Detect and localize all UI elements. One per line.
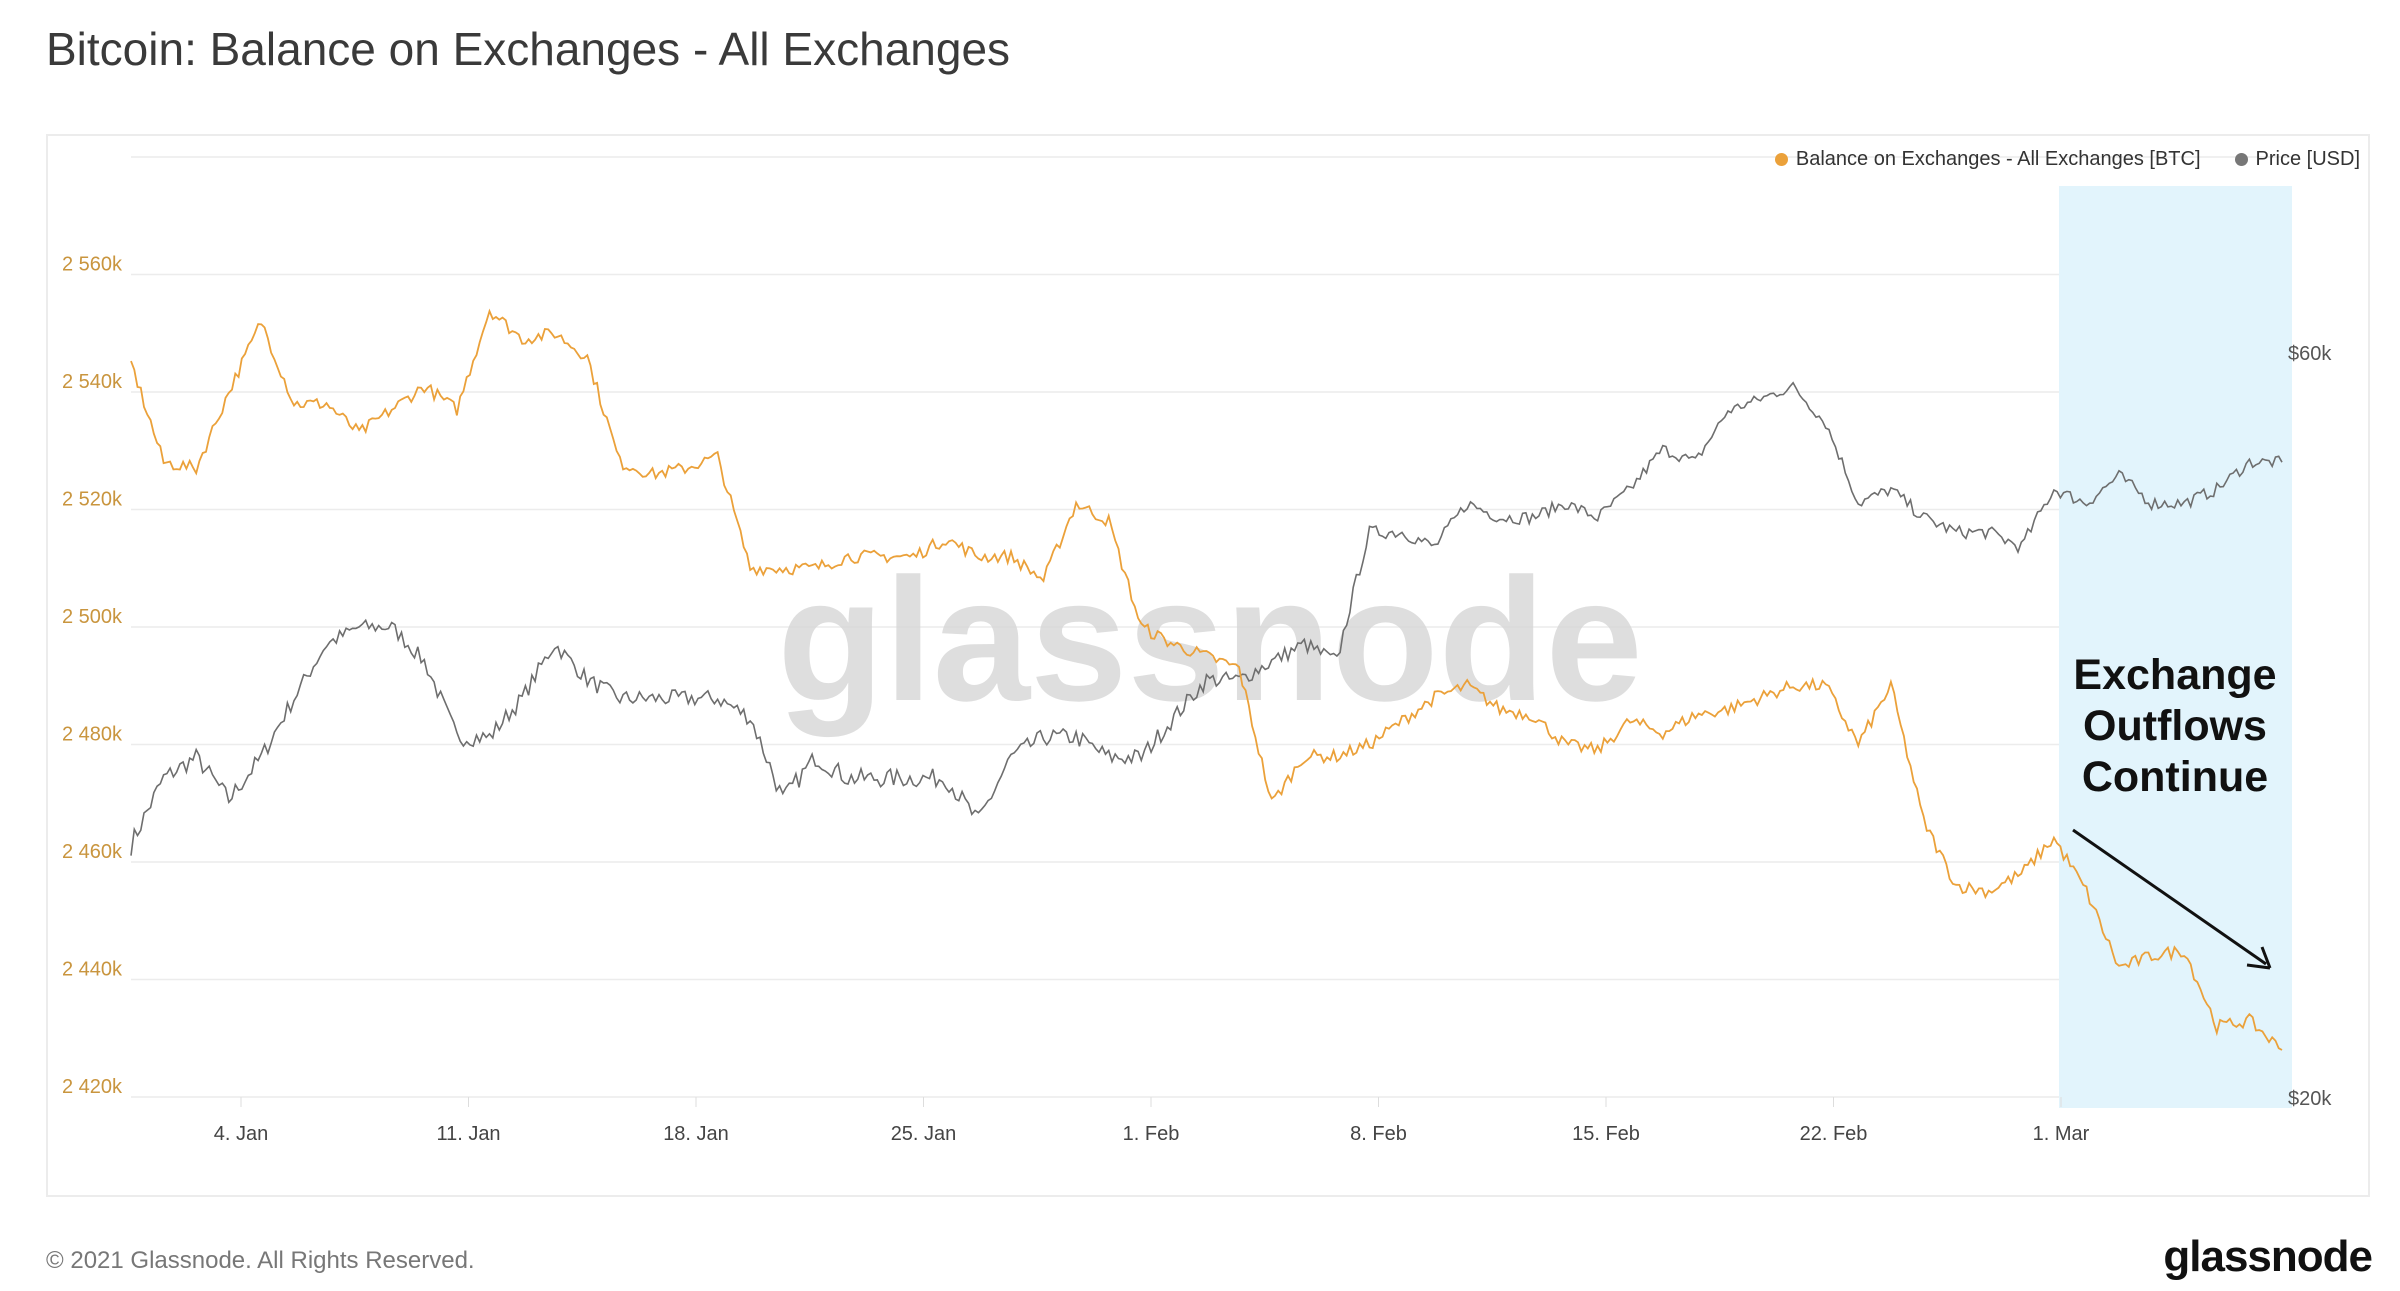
orange-dot-icon [1774, 153, 1788, 166]
legend: Balance on Exchanges - All Exchanges [BT… [1774, 148, 2360, 171]
y-axis-right: $20k $60k [2288, 343, 2332, 1110]
x-tick-label: 18. Jan [663, 1123, 729, 1145]
chart-container [46, 134, 2370, 1197]
x-tick-label: 15. Feb [1572, 1123, 1640, 1145]
watermark: glassnode [777, 543, 1643, 738]
annotation-line: Continue [2081, 753, 2269, 801]
y-right-tick-label: $60k [2288, 343, 2332, 365]
legend-label: Balance on Exchanges - All Exchanges [BT… [1795, 148, 2201, 170]
x-tick-label: 4. Jan [214, 1123, 268, 1145]
y-left-tick-label: 2 440k [62, 959, 123, 981]
annotation-text: Exchange Outflows Continue [2035, 650, 2315, 803]
annotation-arrow [2072, 828, 2272, 970]
gray-dot-icon [2234, 153, 2248, 166]
x-axis: 4. Jan 11. Jan 18. Jan 25. Jan 1. Feb 8. Feb 1… [214, 1097, 2090, 1145]
y-left-tick-label: 2 520k [62, 489, 123, 511]
annotation-line: Outflows [2083, 702, 2267, 750]
legend-item-balance[interactable]: Balance on Exchanges - All Exchanges [BT… [1774, 148, 2201, 171]
copyright-text: © 2021 Glassnode. All Rights Reserved. [46, 1247, 475, 1274]
x-tick-label: 8. Feb [1350, 1123, 1407, 1145]
balance-series-line [130, 308, 2283, 1051]
y-right-tick-label: $20k [2288, 1088, 2332, 1110]
highlight-region [2059, 186, 2292, 1108]
y-left-tick-label: 2 460k [62, 841, 123, 863]
annotation-line: Exchange [2073, 651, 2277, 699]
chart-title: Bitcoin: Balance on Exchanges - All Exch… [46, 23, 1011, 75]
x-tick-label: 1. Feb [1123, 1123, 1180, 1145]
x-tick-label: 22. Feb [1800, 1123, 1868, 1145]
y-left-tick-label: 2 540k [62, 371, 123, 393]
y-left-tick-label: 2 500k [62, 606, 123, 628]
x-tick-label: 1. Mar [2033, 1123, 2090, 1145]
x-tick-label: 25. Jan [891, 1123, 957, 1145]
price-series-line [130, 381, 2283, 856]
x-tick-label: 11. Jan [436, 1123, 500, 1145]
legend-label: Price [USD] [2255, 148, 2360, 170]
y-left-tick-label: 2 560k [62, 254, 123, 276]
grid-lines [131, 156, 2292, 1098]
legend-item-price[interactable]: Price [USD] [2234, 148, 2360, 171]
y-axis-left: 2 420k 2 440k 2 460k 2 480k 2 500k 2 520k 2 54… [62, 254, 123, 1099]
y-left-tick-label: 2 420k [62, 1076, 123, 1098]
y-left-tick-label: 2 480k [62, 724, 123, 746]
glassnode-logo: glassnode [2163, 1232, 2373, 1281]
